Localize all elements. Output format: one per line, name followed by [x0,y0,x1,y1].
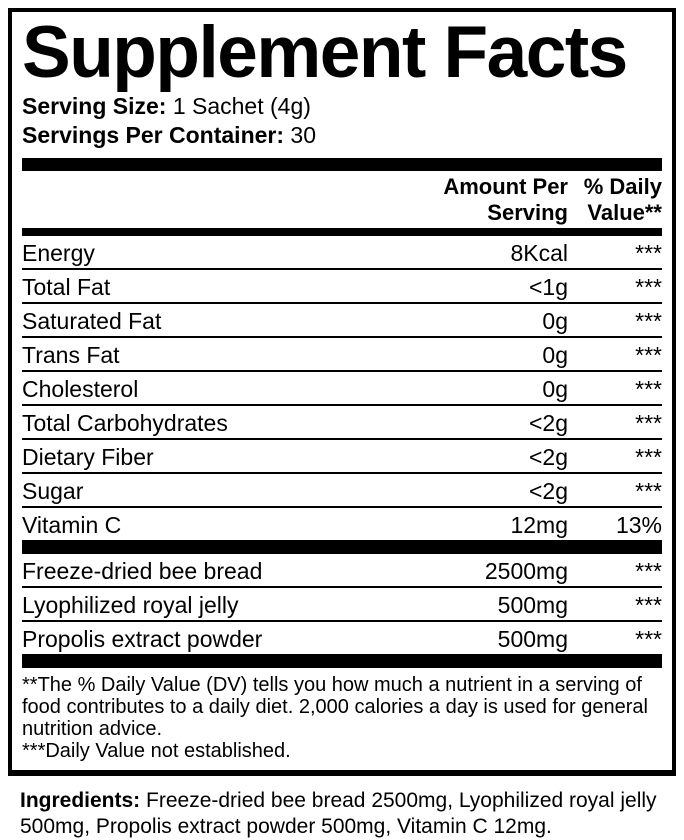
header-percent-daily-value: % Daily Value** [583,174,662,225]
ingredients-text: Freeze-dried bee bread 2500mg, Lyophiliz… [20,789,657,838]
servings-per-container-line: Servings Per Container: 30 [22,121,662,150]
nutrient-row-total-fat: Total Fat <1g *** [22,270,662,304]
nutrient-row-total-carbohydrates: Total Carbohydrates <2g *** [22,406,662,440]
nutrient-row-saturated-fat: Saturated Fat 0g *** [22,304,662,338]
nutrient-row-cholesterol: Cholesterol 0g *** [22,372,662,406]
separator-bar-header [22,228,662,236]
serving-size-label: Serving Size: [22,93,167,119]
nutrient-row-vitamin-c: Vitamin C 12mg 13% [22,512,662,538]
serving-size-line: Serving Size: 1 Sachet (4g) [22,92,662,121]
panel-title: Supplement Facts [22,12,628,93]
botanical-row-royal-jelly: Lyophilized royal jelly 500mg *** [22,588,662,622]
nutrient-row-trans-fat: Trans Fat 0g *** [22,338,662,372]
nutrient-row-energy: Energy 8Kcal *** [22,236,662,270]
nutrient-row-dietary-fiber: Dietary Fiber <2g *** [22,440,662,474]
supplement-facts-panel: Supplement Facts Serving Size: 1 Sachet … [8,8,676,776]
footnotes: **The % Daily Value (DV) tells you how m… [22,668,662,762]
ingredients-label: Ingredients: [20,789,141,812]
serving-size-value: 1 Sachet (4g) [166,93,311,119]
separator-bar-mid [22,540,662,554]
footnote-daily-value: **The % Daily Value (DV) tells you how m… [22,674,648,740]
ingredients-paragraph: Ingredients: Freeze-dried bee bread 2500… [20,788,670,840]
separator-bar-bottom [22,654,662,668]
header-spacer [22,174,443,226]
botanical-row-propolis: Propolis extract powder 500mg *** [22,626,662,652]
botanical-row-bee-bread: Freeze-dried bee bread 2500mg *** [22,554,662,588]
nutrient-row-sugar: Sugar <2g *** [22,474,662,508]
servings-per-container-label: Servings Per Container: [22,122,285,148]
separator-bar-top [22,158,662,171]
footnote-not-established: ***Daily Value not established. [22,740,291,762]
table-header: Amount Per Serving % Daily Value** [22,171,662,228]
servings-per-container-value: 30 [284,122,317,148]
header-amount-per-serving: Amount Per Serving [443,174,568,225]
